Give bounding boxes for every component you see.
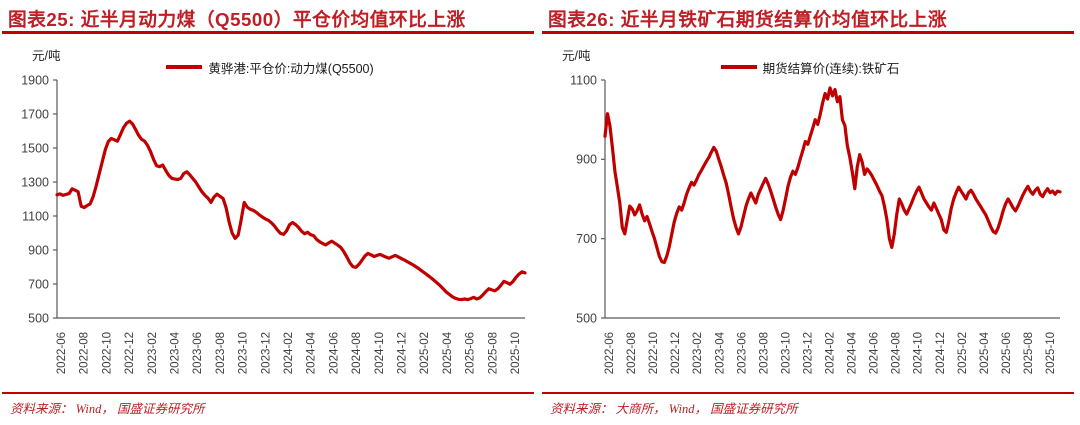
- chart-panel-coal: 图表25: 近半月动力煤（Q5500）平仓价均值环比上涨 元/吨 黄骅港:平仓价…: [0, 9, 540, 416]
- x-axis-label: 2024-08: [891, 332, 903, 374]
- x-axis-label: 2022-06: [56, 332, 68, 374]
- x-axis-label: 2023-08: [758, 332, 770, 374]
- x-axis-label: 2025-02: [957, 332, 969, 374]
- legend-line-swatch: [166, 65, 203, 69]
- y-axis-label: 500: [28, 311, 49, 325]
- axis-lines: [604, 80, 1060, 319]
- x-axis-label: 2025-06: [1001, 332, 1013, 374]
- y-axis-unit: 元/吨: [562, 49, 591, 63]
- y-axis-label: 900: [576, 153, 597, 167]
- x-axis-label: 2025-08: [1023, 332, 1035, 374]
- x-axis-label: 2023-10: [780, 332, 792, 374]
- x-axis-label: 2024-02: [825, 332, 837, 374]
- x-axis-label: 2024-12: [397, 332, 409, 374]
- x-axis-label: 2024-04: [306, 331, 318, 374]
- y-axis-label: 1500: [21, 141, 49, 155]
- legend-label: 期货结算价(连续):铁矿石: [762, 61, 900, 76]
- x-axis-label: 2025-02: [419, 332, 431, 374]
- legend-coal: 黄骅港:平仓价:动力煤(Q5500): [0, 59, 540, 76]
- x-axis-label: 2025-08: [487, 332, 499, 374]
- x-axis-label: 2023-02: [147, 332, 159, 374]
- x-axis-label: 2025-10: [1045, 332, 1057, 374]
- x-axis-label: 2023-10: [238, 332, 250, 374]
- legend-iron-ore: 期货结算价(连续):铁矿石: [540, 59, 1080, 76]
- x-axis-label: 2023-12: [260, 332, 272, 374]
- x-axis-label: 2022-12: [670, 332, 682, 374]
- x-axis-label: 2024-12: [935, 332, 947, 374]
- title-underline: [2, 31, 534, 34]
- x-axis-label: 2024-10: [374, 332, 386, 374]
- x-axis-label: 2024-10: [913, 332, 925, 374]
- y-axis-label: 900: [28, 243, 49, 257]
- x-axis-label: 2024-06: [869, 332, 881, 374]
- x-axis-label: 2024-08: [351, 332, 363, 374]
- source-note: 资料来源： Wind， 国盛证券研究所: [10, 402, 205, 416]
- y-axis-label: 1900: [21, 73, 49, 87]
- x-axis-label: 2023-02: [692, 332, 704, 374]
- x-axis-label: 2023-06: [736, 332, 748, 374]
- x-axis-label: 2022-08: [626, 332, 638, 374]
- x-axis-label: 2024-02: [283, 332, 295, 374]
- chart-title-coal: 图表25: 近半月动力煤（Q5500）平仓价均值环比上涨: [8, 9, 466, 30]
- source-divider: [542, 392, 1074, 394]
- series-line: [603, 86, 1062, 265]
- x-axis-label: 2022-08: [79, 332, 91, 374]
- chart-panel-iron-ore: 图表26: 近半月铁矿石期货结算价均值环比上涨 元/吨 期货结算价(连续):铁矿…: [540, 0, 1080, 425]
- x-axis-label: 2025-06: [465, 332, 477, 374]
- legend-label: 黄骅港:平仓价:动力煤(Q5500): [208, 61, 374, 76]
- legend-line-swatch: [720, 65, 757, 69]
- y-axis-unit: 元/吨: [32, 49, 61, 63]
- x-axis-label: 2024-06: [328, 332, 340, 374]
- x-axis-label: 2023-06: [192, 332, 204, 374]
- source-divider: [2, 392, 534, 394]
- x-axis-label: 2022-10: [648, 332, 660, 374]
- chart-title-iron-ore: 图表26: 近半月铁矿石期货结算价均值环比上涨: [548, 9, 948, 30]
- x-axis-label: 2023-12: [802, 332, 814, 374]
- x-axis-label: 2025-10: [510, 332, 522, 374]
- x-axis-label: 2025-04: [442, 331, 454, 374]
- title-underline: [542, 31, 1074, 34]
- x-axis-label: 2022-10: [101, 332, 113, 374]
- y-axis-label: 700: [576, 232, 597, 246]
- x-axis-label: 2024-04: [847, 331, 859, 374]
- y-axis-label: 1100: [22, 209, 49, 223]
- y-axis-label: 700: [28, 277, 49, 291]
- series-line: [55, 119, 527, 302]
- x-axis-label: 2022-12: [124, 332, 136, 374]
- x-axis-label: 2022-06: [604, 332, 616, 374]
- line-chart-coal: 1900 1700 1500 1300 1100 900 700 500 2022-06 2022…: [21, 73, 527, 374]
- x-axis-label: 2025-04: [979, 331, 991, 374]
- x-axis-label: 2023-08: [215, 332, 227, 374]
- x-axis-label: 2023-04: [170, 331, 182, 374]
- y-axis-label: 1100: [570, 73, 597, 87]
- y-axis-label: 1700: [21, 107, 49, 121]
- line-chart-iron-ore: 1100 900 700 500 2022-06 2022-08 2022-10 2022-1…: [570, 73, 1062, 374]
- y-axis-label: 1300: [21, 175, 49, 189]
- y-axis-label: 500: [576, 311, 597, 325]
- axis-lines: [56, 80, 525, 319]
- source-note: 资料来源： 大商所， Wind， 国盛证券研究所: [550, 402, 798, 416]
- x-axis-label: 2023-04: [714, 331, 726, 374]
